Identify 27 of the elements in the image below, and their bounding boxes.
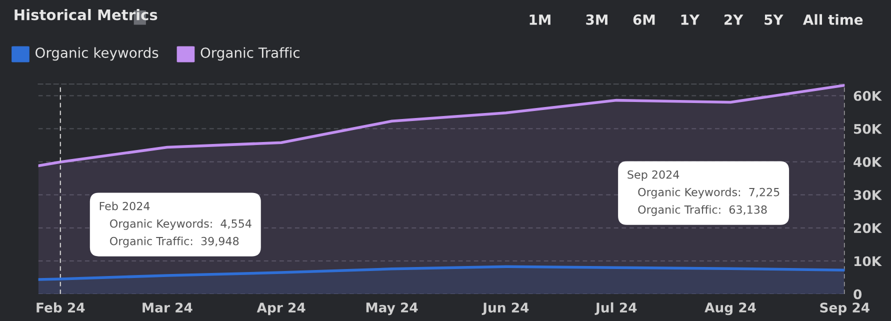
y-tick-label: 10K (854, 256, 882, 266)
y-tick-label: 0 (854, 289, 862, 300)
y-tick-label: 20K (854, 223, 882, 234)
legend-label: Organic keywords (36, 47, 158, 61)
annotation: Sep 2024 Organic Keywords: 7,225 Organic Traffic: 63,138 (628, 170, 780, 216)
y-tick-label: 60K (854, 90, 882, 101)
y-tick-label: 40K (854, 157, 882, 167)
text: 2Y (724, 14, 744, 25)
text: 1M (530, 14, 550, 25)
text: 6M (633, 14, 655, 25)
x-tick-label: May 24 (366, 302, 418, 316)
x-tick-label: Mar 24 (142, 302, 192, 313)
text: All time (802, 14, 863, 25)
x-tick-label: Apr 24 (256, 302, 306, 316)
y-tick-label: 30K (854, 190, 882, 200)
text: 3M (586, 14, 608, 25)
text: 5Y (764, 14, 784, 25)
chart-title: Historical Metrics (14, 8, 158, 20)
x-tick-label: Sep 24 (820, 302, 870, 316)
annotation: Feb 2024 Organic Keywords: 4,554 Organic Traffic: 39,948 (100, 202, 252, 248)
x-tick-label: Jun 24 (482, 302, 529, 316)
legend-label: Organic Traffic (200, 47, 300, 61)
x-tick-label: Aug 24 (704, 302, 756, 316)
x-tick-label: Jul 24 (594, 302, 637, 316)
y-tick-label: 50K (854, 124, 882, 134)
text: 1Y (681, 14, 700, 25)
x-tick-label: Feb 24 (36, 302, 85, 313)
